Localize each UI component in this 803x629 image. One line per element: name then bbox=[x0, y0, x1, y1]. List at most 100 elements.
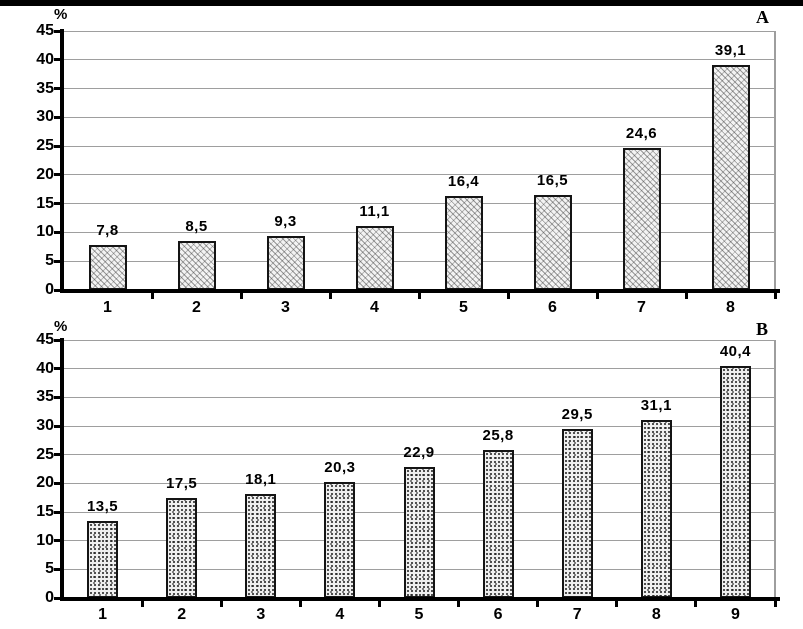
x-axis-category-label: 4 bbox=[335, 606, 345, 623]
bar-value-label: 20,3 bbox=[324, 458, 356, 476]
bar bbox=[622, 148, 661, 290]
bar-value-label: 25,8 bbox=[482, 427, 514, 445]
bar bbox=[561, 428, 593, 598]
gridline bbox=[63, 145, 775, 147]
bar-value-label: 16,4 bbox=[447, 172, 480, 190]
bar-value-label: 39,1 bbox=[714, 41, 747, 59]
y-axis-tick-label: 35 bbox=[36, 388, 54, 406]
y-axis-tick bbox=[54, 481, 60, 485]
y-axis-unit-label-a: % bbox=[54, 6, 68, 23]
y-axis-tick bbox=[54, 539, 60, 543]
x-axis-tick bbox=[140, 600, 144, 607]
y-axis-tick-label: 15 bbox=[36, 503, 54, 520]
y-axis-tick-label: 40 bbox=[36, 359, 54, 377]
y-axis-tick bbox=[54, 173, 60, 177]
x-axis-tick bbox=[536, 600, 540, 607]
y-axis-tick bbox=[54, 87, 60, 91]
gridline bbox=[63, 339, 775, 341]
x-axis-category-label: 3 bbox=[256, 606, 266, 623]
bar-value-label: 24,6 bbox=[625, 125, 658, 143]
y-axis-tick-label: 5 bbox=[45, 252, 54, 270]
bar bbox=[87, 520, 119, 598]
y-axis-tick bbox=[54, 596, 60, 600]
x-axis-category-label: 5 bbox=[459, 299, 468, 316]
y-axis-unit-label-b: % bbox=[54, 318, 68, 335]
page-top-border bbox=[0, 0, 803, 6]
bar bbox=[711, 64, 750, 290]
y-axis-tick-label: 20 bbox=[36, 474, 54, 492]
x-axis-category-label: 3 bbox=[281, 299, 290, 316]
y-axis-tick bbox=[54, 367, 60, 371]
x-axis-tick bbox=[615, 600, 619, 607]
gridline bbox=[63, 368, 775, 370]
panel-label-a: A bbox=[756, 7, 769, 27]
y-axis-tick-label: 25 bbox=[36, 445, 54, 463]
y-axis-line bbox=[60, 29, 64, 292]
y-axis-tick bbox=[54, 338, 60, 342]
bar bbox=[355, 226, 394, 290]
x-axis-category-label: 8 bbox=[726, 299, 735, 316]
y-axis-tick bbox=[54, 510, 60, 514]
bar-value-label: 9,3 bbox=[274, 213, 297, 231]
y-axis-tick bbox=[54, 144, 60, 148]
x-axis-tick bbox=[417, 292, 421, 299]
bar-value-label: 31,1 bbox=[640, 396, 672, 414]
y-axis-tick-label: 35 bbox=[36, 79, 54, 97]
y-axis-tick bbox=[54, 29, 60, 33]
bar-value-label: 8,5 bbox=[185, 218, 208, 236]
bar bbox=[324, 481, 356, 598]
bar-value-label: 18,1 bbox=[245, 471, 277, 489]
x-axis-tick bbox=[694, 600, 698, 607]
y-axis-tick bbox=[54, 115, 60, 119]
y-axis-tick-label: 20 bbox=[36, 165, 54, 183]
x-axis-category-label: 6 bbox=[548, 299, 557, 316]
bar bbox=[719, 366, 751, 598]
y-axis-tick bbox=[54, 567, 60, 571]
plot-right-border bbox=[774, 31, 776, 290]
bar-value-label: 13,5 bbox=[86, 497, 119, 515]
x-axis-category-label: 1 bbox=[103, 299, 112, 316]
x-axis-category-label: 4 bbox=[370, 299, 379, 316]
y-axis-tick-label: 45 bbox=[36, 331, 54, 348]
bar-value-label: 11,1 bbox=[359, 203, 390, 221]
y-axis-tick bbox=[54, 259, 60, 263]
y-axis-tick bbox=[54, 202, 60, 206]
x-axis-line bbox=[60, 289, 780, 293]
x-axis-category-label: 7 bbox=[637, 299, 646, 316]
bar-value-label: 7,8 bbox=[96, 222, 119, 240]
bar-value-label: 40,4 bbox=[719, 343, 752, 361]
bar-value-label: 17,5 bbox=[166, 474, 198, 492]
bar bbox=[444, 195, 483, 290]
x-axis-tick bbox=[773, 292, 777, 299]
x-axis-category-label: 7 bbox=[572, 606, 582, 623]
bar bbox=[640, 419, 672, 598]
bar bbox=[166, 497, 198, 598]
y-axis-tick-label: 5 bbox=[45, 560, 54, 578]
gridline bbox=[63, 260, 775, 262]
bar bbox=[88, 245, 127, 290]
bar bbox=[177, 241, 216, 290]
bar bbox=[533, 195, 572, 290]
y-axis-tick bbox=[54, 453, 60, 457]
y-axis-tick-label: 30 bbox=[36, 108, 54, 126]
gridline bbox=[63, 231, 775, 233]
x-axis-tick bbox=[595, 292, 599, 299]
y-axis-tick-label: 40 bbox=[36, 50, 54, 68]
x-axis-category-label: 9 bbox=[730, 606, 740, 623]
bar bbox=[245, 494, 277, 598]
x-axis-tick bbox=[239, 292, 243, 299]
gridline bbox=[63, 454, 775, 456]
x-axis-tick bbox=[457, 600, 461, 607]
gridline bbox=[63, 396, 775, 398]
bar bbox=[403, 466, 435, 598]
x-axis-tick bbox=[328, 292, 332, 299]
y-axis-tick-label: 0 bbox=[45, 589, 54, 606]
y-axis-tick bbox=[54, 58, 60, 62]
gridline bbox=[63, 88, 775, 90]
gridline bbox=[63, 425, 775, 427]
x-axis-tick bbox=[684, 292, 688, 299]
x-axis-tick bbox=[219, 600, 223, 607]
x-axis-category-label: 2 bbox=[177, 606, 187, 623]
